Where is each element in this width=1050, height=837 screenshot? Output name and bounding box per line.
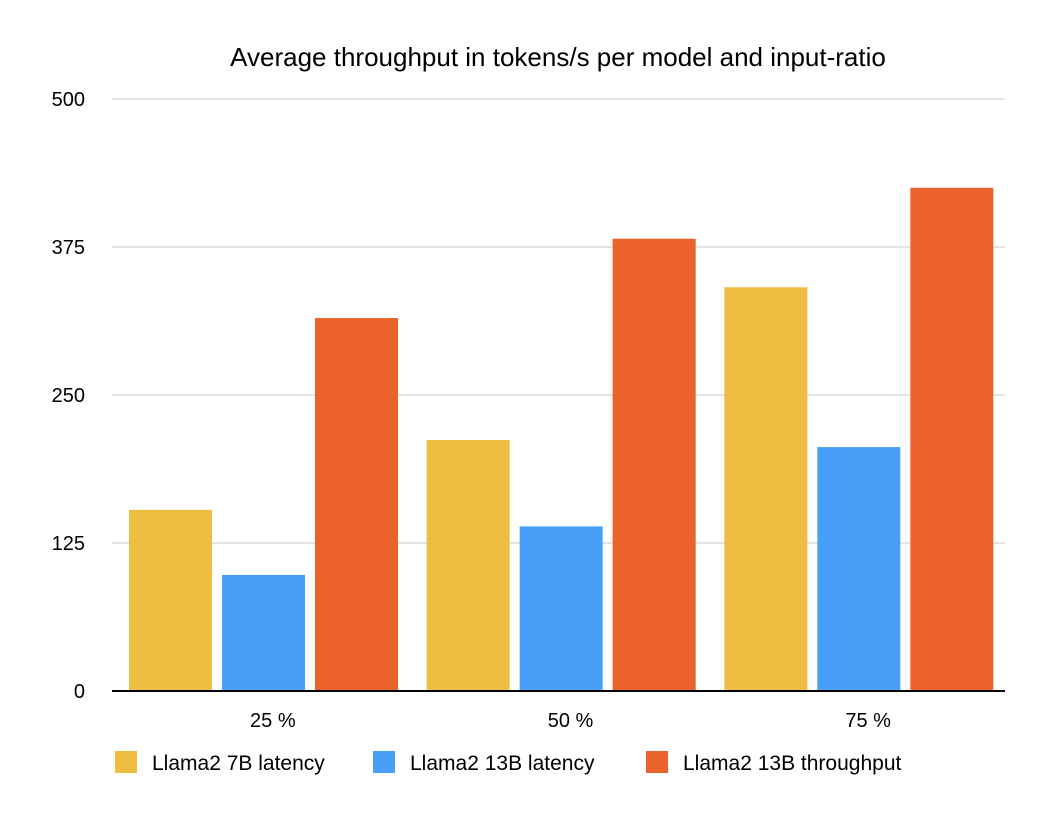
bar-2-2 (519, 526, 603, 691)
y-axis-ticks: 0 125 250 375 500 (52, 89, 85, 703)
legend-swatch (646, 751, 668, 773)
legend: Llama2 7B latency Llama2 13B latency Llama… (115, 751, 901, 775)
bar-2-1 (222, 574, 305, 691)
bar-3-2 (612, 238, 696, 691)
y-tick-label: 375 (52, 237, 85, 259)
x-tick-label: 25 % (250, 710, 296, 732)
x-tick-label: 50 % (548, 710, 594, 732)
legend-label: Llama2 13B throughput (683, 752, 901, 775)
bar-1-2 (426, 439, 510, 691)
y-tick-label: 0 (74, 681, 85, 703)
bar-3-1 (315, 318, 398, 691)
chart-title: Average throughput in tokens/s per model… (230, 42, 886, 72)
legend-label: Llama2 7B latency (152, 752, 325, 775)
bars (129, 187, 994, 692)
bar-1-3 (724, 287, 808, 691)
bar-2-3 (817, 447, 901, 691)
legend-swatch (373, 751, 395, 773)
legend-label: Llama2 13B latency (410, 752, 595, 775)
legend-swatch (115, 751, 137, 773)
y-tick-label: 500 (52, 89, 85, 111)
y-tick-label: 250 (52, 385, 85, 407)
y-tick-label: 125 (52, 533, 85, 555)
x-tick-label: 75 % (845, 710, 891, 732)
x-axis-ticks: 25 % 50 % 75 % (250, 710, 891, 732)
bar-3-3 (910, 187, 994, 692)
bar-1-1 (129, 509, 212, 691)
